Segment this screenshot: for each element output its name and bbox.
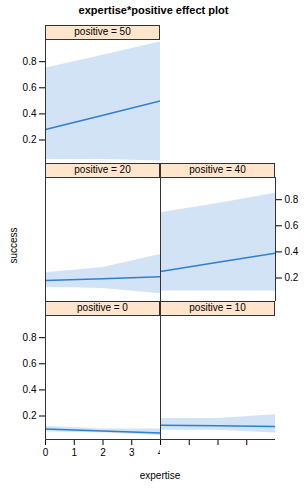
svg-text:2: 2 — [100, 447, 106, 458]
svg-text:0.6: 0.6 — [23, 82, 37, 93]
html-text:positive = 0: positive = 0 — [77, 302, 128, 313]
svg-text:0.4: 0.4 — [285, 246, 299, 257]
html-text:positive = 10: positive = 10 — [189, 302, 246, 313]
svg-text:0.2: 0.2 — [23, 134, 37, 145]
svg-text:0.8: 0.8 — [23, 332, 37, 343]
svg-text:1: 1 — [71, 447, 77, 458]
svg-text:3: 3 — [129, 447, 135, 458]
html-text:expertise*positive effect plot: expertise*positive effect plot — [78, 4, 229, 16]
svg-text:0: 0 — [43, 447, 49, 458]
html-text:success: success — [7, 227, 19, 264]
svg-text:0.4: 0.4 — [23, 384, 37, 395]
html-text:positive = 40: positive = 40 — [189, 164, 246, 175]
html-text:expertise: expertise — [139, 470, 181, 481]
svg-text:0.6: 0.6 — [23, 358, 37, 369]
svg-text:0.2: 0.2 — [23, 410, 37, 421]
svg-text:0.8: 0.8 — [23, 56, 37, 67]
svg-text:4: 4 — [158, 447, 160, 458]
svg-text:0.4: 0.4 — [23, 108, 37, 119]
html-text:positive = 20: positive = 20 — [74, 164, 131, 175]
svg-text:0.6: 0.6 — [285, 220, 299, 231]
html-text:positive = 50: positive = 50 — [74, 26, 131, 37]
svg-text:0.2: 0.2 — [285, 272, 299, 283]
svg-text:0.8: 0.8 — [285, 194, 299, 205]
